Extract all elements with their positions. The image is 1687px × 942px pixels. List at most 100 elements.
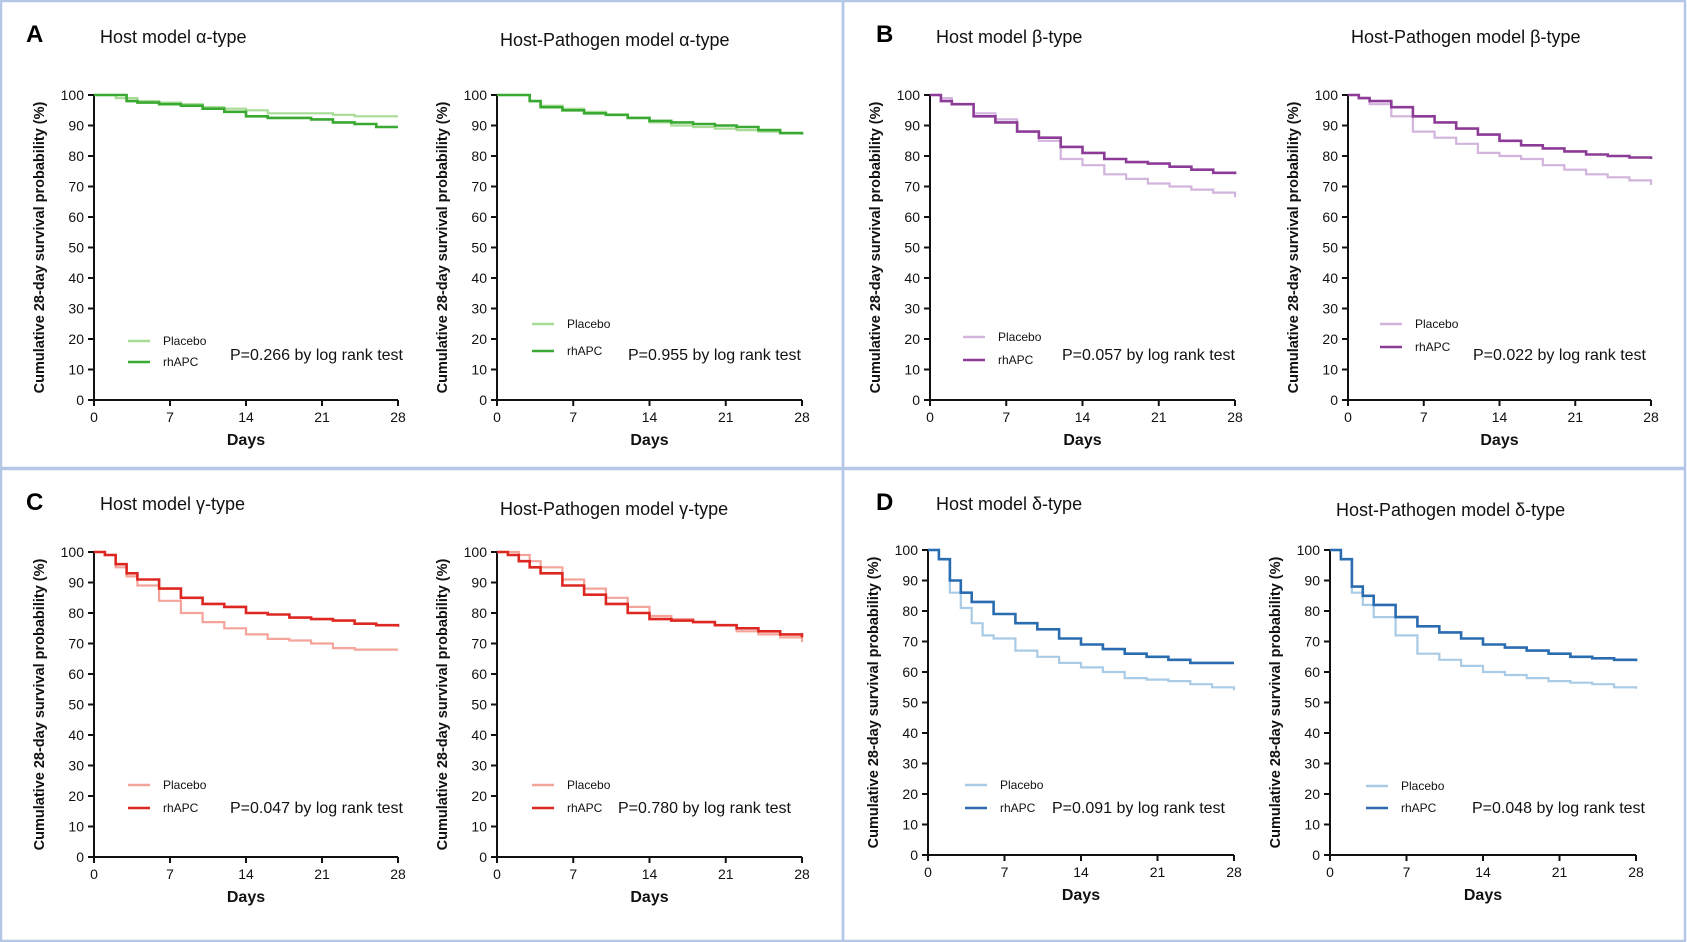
- chart-D-host: D Host model δ-type0102030405060708090100…: [866, 489, 1242, 904]
- legend-label-placebo: Placebo: [1415, 317, 1459, 331]
- series-line-rhapc: [1330, 548, 1638, 662]
- y-tick-label: 80: [68, 148, 84, 164]
- y-tick-label: 70: [68, 636, 84, 652]
- p-value-annotation: P=0.022 by log rank test: [1473, 347, 1647, 364]
- y-tick-label: 80: [1322, 148, 1338, 164]
- y-axis-title: Cumulative 28-day survival probability (…: [1268, 556, 1284, 848]
- panel-letter: C: [26, 489, 43, 516]
- y-tick-label: 0: [912, 392, 920, 408]
- y-tick-label: 100: [1297, 542, 1321, 558]
- panel-frame-D: [841, 467, 1687, 942]
- y-tick-label: 0: [910, 847, 918, 863]
- y-tick-label: 50: [904, 240, 920, 256]
- y-tick-label: 40: [68, 270, 84, 286]
- y-tick-label: 40: [471, 727, 487, 743]
- legend-label-rhapc: rhAPC: [567, 801, 603, 815]
- y-tick-label: 10: [902, 817, 918, 833]
- legend-label-placebo: Placebo: [567, 778, 611, 792]
- legend-label-rhapc: rhAPC: [1000, 801, 1036, 815]
- panel-letter: A: [26, 21, 43, 48]
- y-tick-label: 90: [904, 118, 920, 134]
- x-tick-label: 28: [1643, 409, 1659, 425]
- x-tick-label: 7: [569, 409, 577, 425]
- chart-title: Host model β-type: [936, 27, 1082, 47]
- legend-label-rhapc: rhAPC: [567, 344, 603, 358]
- y-tick-label: 30: [902, 756, 918, 772]
- y-tick-label: 90: [902, 573, 918, 589]
- x-tick-label: 21: [718, 866, 734, 882]
- series-line-rhapc: [1348, 93, 1653, 159]
- y-tick-label: 40: [68, 727, 84, 743]
- y-axis-title: Cumulative 28-day survival probability (…: [32, 101, 48, 393]
- y-tick-label: 90: [1322, 118, 1338, 134]
- x-tick-label: 14: [1073, 864, 1089, 880]
- x-tick-label: 21: [1552, 864, 1568, 880]
- y-tick-label: 100: [1315, 87, 1339, 103]
- p-value-annotation: P=0.780 by log rank test: [618, 800, 792, 817]
- y-tick-label: 60: [471, 666, 487, 682]
- panel-frame-C: [0, 467, 845, 942]
- x-tick-label: 28: [1226, 864, 1242, 880]
- y-tick-label: 40: [471, 270, 487, 286]
- y-tick-label: 20: [1322, 331, 1338, 347]
- x-tick-label: 14: [1492, 409, 1508, 425]
- x-tick-label: 14: [642, 409, 658, 425]
- y-tick-label: 20: [902, 786, 918, 802]
- legend-label-placebo: Placebo: [163, 778, 207, 792]
- x-tick-label: 28: [1227, 409, 1243, 425]
- y-tick-label: 80: [902, 603, 918, 619]
- panel-frame-A: [0, 0, 845, 470]
- x-tick-label: 7: [1002, 409, 1010, 425]
- p-value-annotation: P=0.057 by log rank test: [1062, 347, 1236, 364]
- chart-A-host-pathogen: Host-Pathogen model α-type 0 10 20 30 40 50 60 7…: [435, 30, 810, 449]
- chart-title: Host-Pathogen model γ-type: [500, 499, 728, 519]
- y-tick-label: 80: [1304, 603, 1320, 619]
- chart-title: Host model α-type: [100, 27, 246, 47]
- chart-A-host: A Host model α-type0102030405060708090100…: [26, 21, 406, 449]
- y-tick-label: 30: [471, 301, 487, 317]
- y-tick-label: 30: [1304, 756, 1320, 772]
- y-tick-label: 0: [479, 392, 487, 408]
- p-value-annotation: P=0.266 by log rank test: [230, 347, 404, 364]
- panel-frame-B: [841, 0, 1687, 470]
- x-tick-label: 7: [569, 866, 577, 882]
- x-tick-label: 14: [1075, 409, 1091, 425]
- series-line-rhapc: [94, 550, 400, 627]
- y-tick-label: 80: [68, 605, 84, 621]
- y-tick-label: 0: [1330, 392, 1338, 408]
- x-tick-label: 28: [794, 866, 810, 882]
- legend-label-placebo: Placebo: [998, 330, 1042, 344]
- y-tick-label: 20: [68, 331, 84, 347]
- x-tick-label: 7: [166, 409, 174, 425]
- y-axis-title: Cumulative 28-day survival probability (…: [1286, 101, 1302, 393]
- y-tick-label: 90: [471, 118, 487, 134]
- chart-C-host: C Host model γ-type0102030405060708090100…: [26, 489, 406, 906]
- y-tick-label: 90: [68, 118, 84, 134]
- x-axis-title: Days: [630, 889, 668, 906]
- y-tick-label: 60: [902, 664, 918, 680]
- x-tick-label: 14: [238, 866, 254, 882]
- y-tick-label: 20: [471, 788, 487, 804]
- chart-title: Host model γ-type: [100, 494, 245, 514]
- chart-title: Host-Pathogen model β-type: [1351, 27, 1580, 47]
- series-line-placebo: [497, 550, 804, 642]
- x-tick-label: 14: [642, 866, 658, 882]
- x-tick-label: 28: [1628, 864, 1644, 880]
- y-axis-title: Cumulative 28-day survival probability (…: [32, 558, 48, 850]
- y-tick-label: 30: [1322, 301, 1338, 317]
- y-tick-label: 40: [902, 725, 918, 741]
- x-tick-label: 0: [924, 864, 932, 880]
- y-tick-label: 60: [471, 209, 487, 225]
- x-tick-label: 0: [493, 866, 501, 882]
- y-tick-label: 50: [1322, 240, 1338, 256]
- legend-label-rhapc: rhAPC: [163, 801, 199, 815]
- legend-label-rhapc: rhAPC: [998, 353, 1034, 367]
- y-tick-label: 60: [68, 666, 84, 682]
- chart-title: Host model δ-type: [936, 494, 1082, 514]
- y-tick-label: 50: [471, 697, 487, 713]
- chart-B-host-pathogen: Host-Pathogen model β-type 0 10 20 30 40 50 60 7…: [1286, 27, 1659, 449]
- y-tick-label: 30: [904, 301, 920, 317]
- y-tick-label: 100: [895, 542, 919, 558]
- y-tick-label: 40: [904, 270, 920, 286]
